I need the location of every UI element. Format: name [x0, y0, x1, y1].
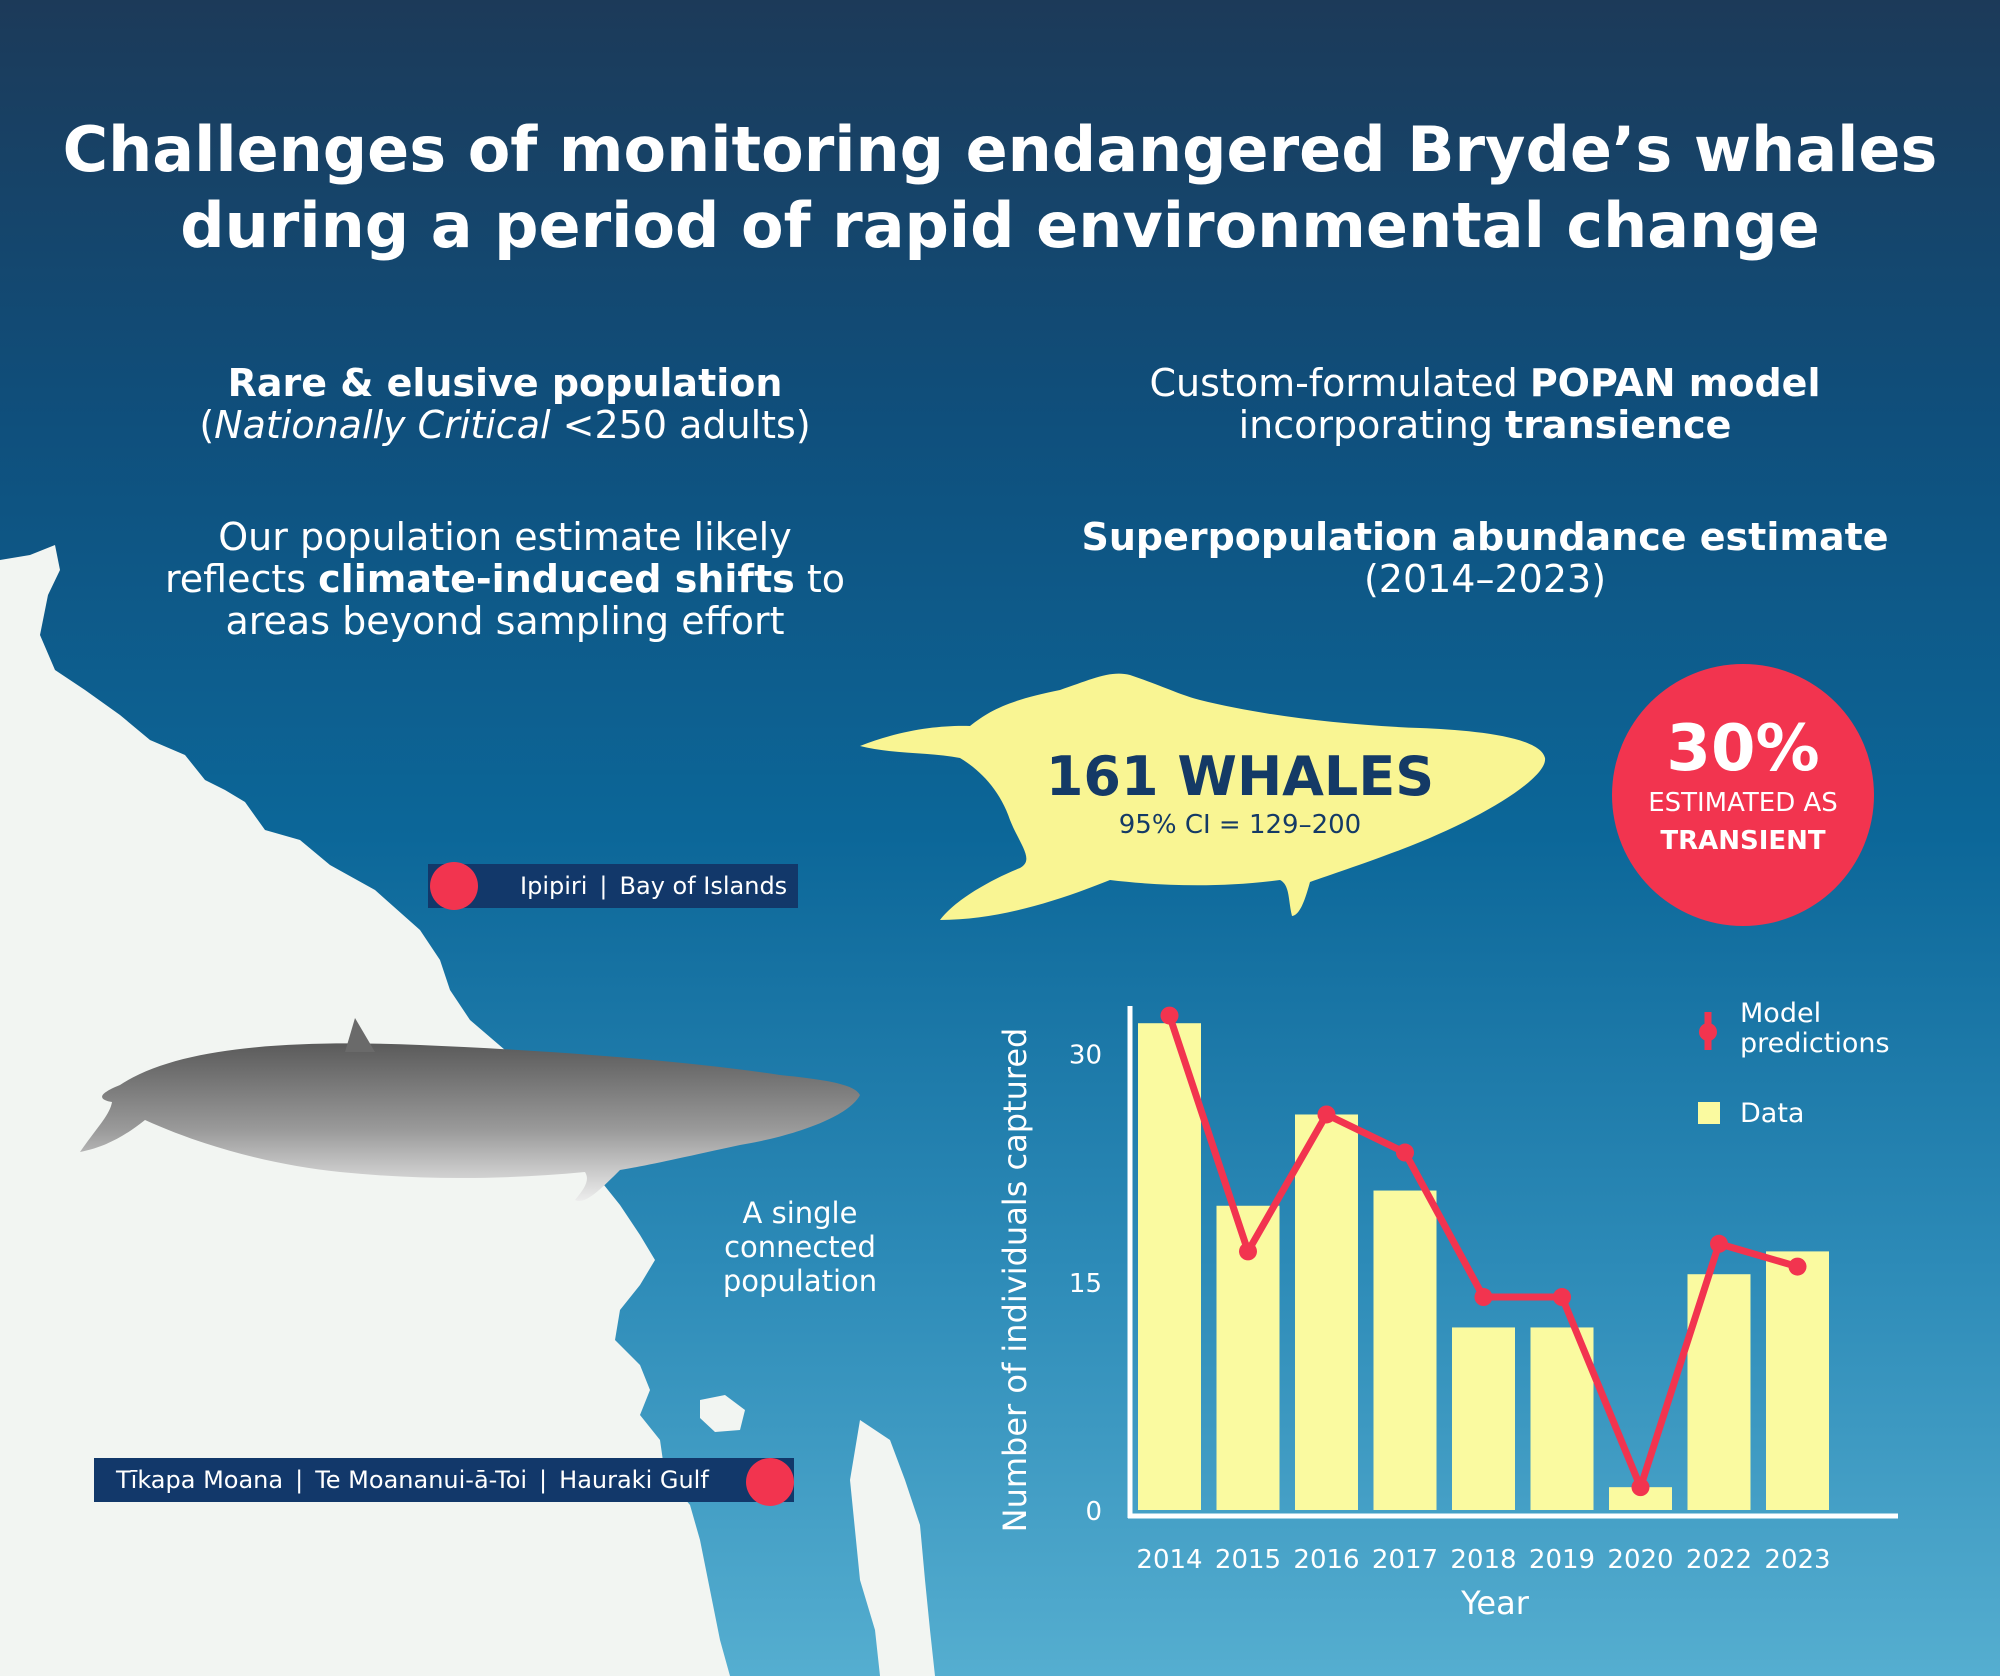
nationally-critical-label: Nationally Critical	[214, 403, 551, 447]
north-label-part-2: Bay of Islands	[619, 872, 788, 900]
shift-line-2-post: to	[794, 557, 845, 601]
whale-body	[860, 673, 1546, 920]
legend-model-label-1: Model	[1740, 998, 1821, 1029]
transient-line-1: ESTIMATED AS	[1648, 788, 1838, 818]
model-line-group	[1160, 1006, 1807, 1497]
estimate-heading-block: Superpopulation abundance estimate (2014…	[1060, 516, 1910, 600]
shift-line-3: areas beyond sampling effort	[225, 599, 785, 643]
separator: |	[295, 1466, 304, 1494]
whale-silhouette	[860, 673, 1546, 920]
whale-confidence-interval: 95% CI = 129–200	[1118, 810, 1362, 840]
model-point-2020	[1631, 1478, 1650, 1497]
model-line2-pre: incorporating	[1238, 403, 1506, 447]
legend-data-swatch	[1698, 1102, 1720, 1124]
hauraki-gulf-marker	[746, 1458, 794, 1506]
estimate-heading: Superpopulation abundance estimate	[1081, 515, 1889, 559]
data-bar-2014	[1138, 1023, 1201, 1510]
connected-line-2: connected	[724, 1230, 876, 1264]
x-tick-2019: 2019	[1529, 1545, 1595, 1575]
model-point-2018	[1474, 1288, 1493, 1307]
x-tick-2022: 2022	[1686, 1545, 1752, 1575]
model-point-2023	[1788, 1257, 1807, 1276]
model-text-block: Custom-formulated POPAN model incorporat…	[1060, 362, 1910, 446]
data-bar-2017	[1373, 1190, 1437, 1510]
coromandel-landmass	[850, 1420, 935, 1676]
connected-line-3: population	[722, 1264, 878, 1298]
new-zealand-map	[0, 545, 935, 1676]
shift-text-block: Our population estimate likely reflects …	[80, 516, 930, 642]
model-point-2014	[1160, 1006, 1179, 1025]
south-label-part-3: Hauraki Gulf	[559, 1466, 709, 1494]
bay-of-islands-label: Ipipiri | Bay of Islands	[428, 864, 798, 908]
popan-model-text: POPAN model	[1529, 361, 1821, 405]
data-bar-2016	[1295, 1114, 1358, 1510]
transience-text: transience	[1505, 403, 1732, 447]
data-bar-2023	[1766, 1251, 1829, 1510]
hauraki-gulf-label: Tīkapa Moana | Te Moananui-ā-Toi | Hauraki G…	[94, 1458, 794, 1502]
south-label-part-1: Tīkapa Moana	[116, 1466, 284, 1494]
data-bar-2019	[1530, 1327, 1594, 1510]
separator: |	[599, 872, 608, 900]
y-tick-0: 0	[1085, 1497, 1102, 1527]
x-tick-2016: 2016	[1293, 1545, 1359, 1575]
transient-line-2: TRANSIENT	[1660, 826, 1826, 856]
north-label-part-1: Ipipiri	[520, 872, 588, 900]
title-line-2: during a period of rapid environmental c…	[180, 189, 1820, 262]
model-point-2022	[1710, 1234, 1728, 1253]
x-tick-2014: 2014	[1136, 1545, 1202, 1575]
chart-legend: Model predictions Data	[1698, 998, 1890, 1129]
paren-open: (	[199, 403, 215, 447]
climate-shifts-text: climate-induced shifts	[318, 557, 795, 601]
y-tick-30: 30	[1069, 1041, 1102, 1071]
legend-model-label-2: predictions	[1740, 1028, 1890, 1059]
data-bar-2018	[1452, 1327, 1515, 1510]
bars-group	[1138, 1023, 1829, 1510]
model-pre: Custom-formulated	[1149, 361, 1530, 405]
transient-percent: 30%	[1666, 712, 1820, 786]
x-tick-2023: 2023	[1764, 1545, 1830, 1575]
legend-data-label: Data	[1740, 1098, 1804, 1129]
shift-line-1: Our population estimate likely	[218, 515, 792, 559]
population-heading: Rare & elusive population	[227, 361, 783, 405]
adults-count: <250 adults)	[550, 403, 811, 447]
page-title: Challenges of monitoring endangered Bryd…	[0, 112, 2000, 264]
x-tick-2018: 2018	[1450, 1545, 1516, 1575]
model-point-2017	[1396, 1143, 1414, 1162]
x-tick-2017: 2017	[1372, 1545, 1438, 1575]
bay-of-islands-marker	[430, 862, 478, 910]
population-heading-block: Rare & elusive population (Nationally Cr…	[80, 362, 930, 446]
separator: |	[539, 1466, 548, 1494]
x-axis-label: Year	[1460, 1584, 1530, 1622]
shift-line-2-pre: reflects	[165, 557, 319, 601]
connected-population-text: A single connected population	[680, 1196, 920, 1298]
small-island	[700, 1395, 745, 1432]
estimate-years: (2014–2023)	[1363, 557, 1607, 601]
x-tick-2015: 2015	[1215, 1545, 1281, 1575]
x-tick-2020: 2020	[1607, 1545, 1673, 1575]
model-point-2016	[1317, 1105, 1336, 1124]
y-axis-label: Number of individuals captured	[996, 1028, 1034, 1533]
data-bar-2020	[1609, 1487, 1672, 1510]
legend-model-marker-dot	[1699, 1023, 1717, 1041]
model-point-2015	[1239, 1242, 1257, 1261]
whale-count: 161 WHALES	[1045, 745, 1435, 808]
brydes-whale-illustration	[80, 1018, 860, 1201]
y-tick-15: 15	[1069, 1269, 1102, 1299]
transient-badge: 30% ESTIMATED AS TRANSIENT	[1612, 664, 1874, 926]
south-label-part-2: Te Moananui-ā-Toi	[315, 1466, 528, 1494]
x-tick-labels: 2014 2015 2016 2017 2018 2019 2020 2022 2023	[1136, 1545, 1830, 1575]
connected-line-1: A single	[742, 1196, 858, 1230]
title-line-1: Challenges of monitoring endangered Bryd…	[62, 113, 1938, 186]
model-point-2019	[1553, 1288, 1571, 1307]
y-tick-labels: 0 15 30	[1069, 1041, 1102, 1527]
